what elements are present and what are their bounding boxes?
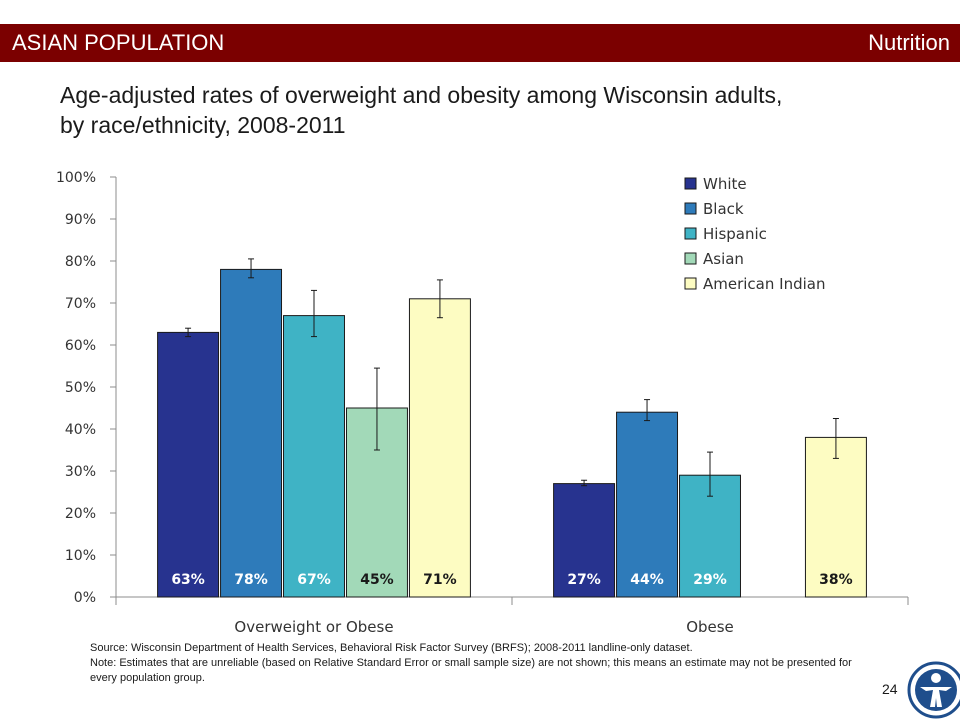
- data-label: 29%: [693, 572, 727, 588]
- y-tick-label: 80%: [65, 254, 96, 270]
- legend-swatch: [684, 252, 697, 265]
- y-tick-label: 60%: [65, 338, 96, 354]
- bar: [408, 298, 471, 598]
- legend-swatch: [684, 227, 697, 240]
- bar: [220, 268, 283, 598]
- data-label: 38%: [819, 572, 853, 588]
- y-tick-label: 30%: [65, 464, 96, 480]
- bar: [283, 315, 345, 598]
- legend-label: Black: [703, 200, 744, 218]
- topic-label: Nutrition: [868, 30, 950, 55]
- data-label: 63%: [171, 572, 205, 588]
- reliability-note: Note: Estimates that are unreliable (bas…: [90, 657, 852, 684]
- section-title: ASIAN POPULATION: [12, 30, 225, 55]
- y-tick-label: 100%: [56, 170, 96, 186]
- y-tick-label: 10%: [65, 548, 96, 564]
- header-banner: ASIAN POPULATION Nutrition: [0, 24, 960, 62]
- source-note: Source: Wisconsin Department of Health S…: [90, 642, 693, 654]
- page-title-line-1: Age-adjusted rates of overweight and obe…: [60, 82, 783, 108]
- x-category-label: Obese: [686, 618, 734, 636]
- bar: [553, 483, 616, 598]
- y-tick-label: 20%: [65, 506, 96, 522]
- y-tick-label: 0%: [74, 590, 96, 606]
- data-label: 45%: [360, 572, 394, 588]
- page-title-line-2: by race/ethnicity, 2008-2011: [60, 112, 346, 138]
- legend-label: White: [703, 175, 747, 193]
- bar-chart: 0% 10% 20% 30% 40% 50% 60% 70% 80% 90% 100% Overwei…: [56, 170, 909, 636]
- legend-swatch: [684, 177, 697, 190]
- legend-swatch: [684, 277, 697, 290]
- data-label: 44%: [630, 572, 664, 588]
- legend-label: American Indian: [703, 275, 825, 293]
- legend-label: Hispanic: [703, 225, 767, 243]
- legend-label: Asian: [703, 250, 744, 268]
- bar: [157, 331, 220, 598]
- y-tick-label: 90%: [65, 212, 96, 228]
- data-label: 78%: [234, 572, 268, 588]
- page-title: Age-adjusted rates of overweight and obe…: [60, 80, 940, 140]
- y-tick-label: 40%: [65, 422, 96, 438]
- footnote: Source: Wisconsin Department of Health S…: [90, 641, 880, 686]
- health-services-logo: [907, 661, 960, 719]
- legend-swatch: [684, 202, 697, 215]
- data-label: 27%: [567, 572, 601, 588]
- bar: [804, 436, 867, 598]
- bar: [616, 411, 679, 598]
- data-label: 71%: [423, 572, 457, 588]
- page-number: 24: [882, 681, 898, 697]
- y-tick-label: 70%: [65, 296, 96, 312]
- data-label: 67%: [297, 572, 331, 588]
- y-tick-label: 50%: [65, 380, 96, 396]
- x-category-label: Overweight or Obese: [234, 618, 393, 636]
